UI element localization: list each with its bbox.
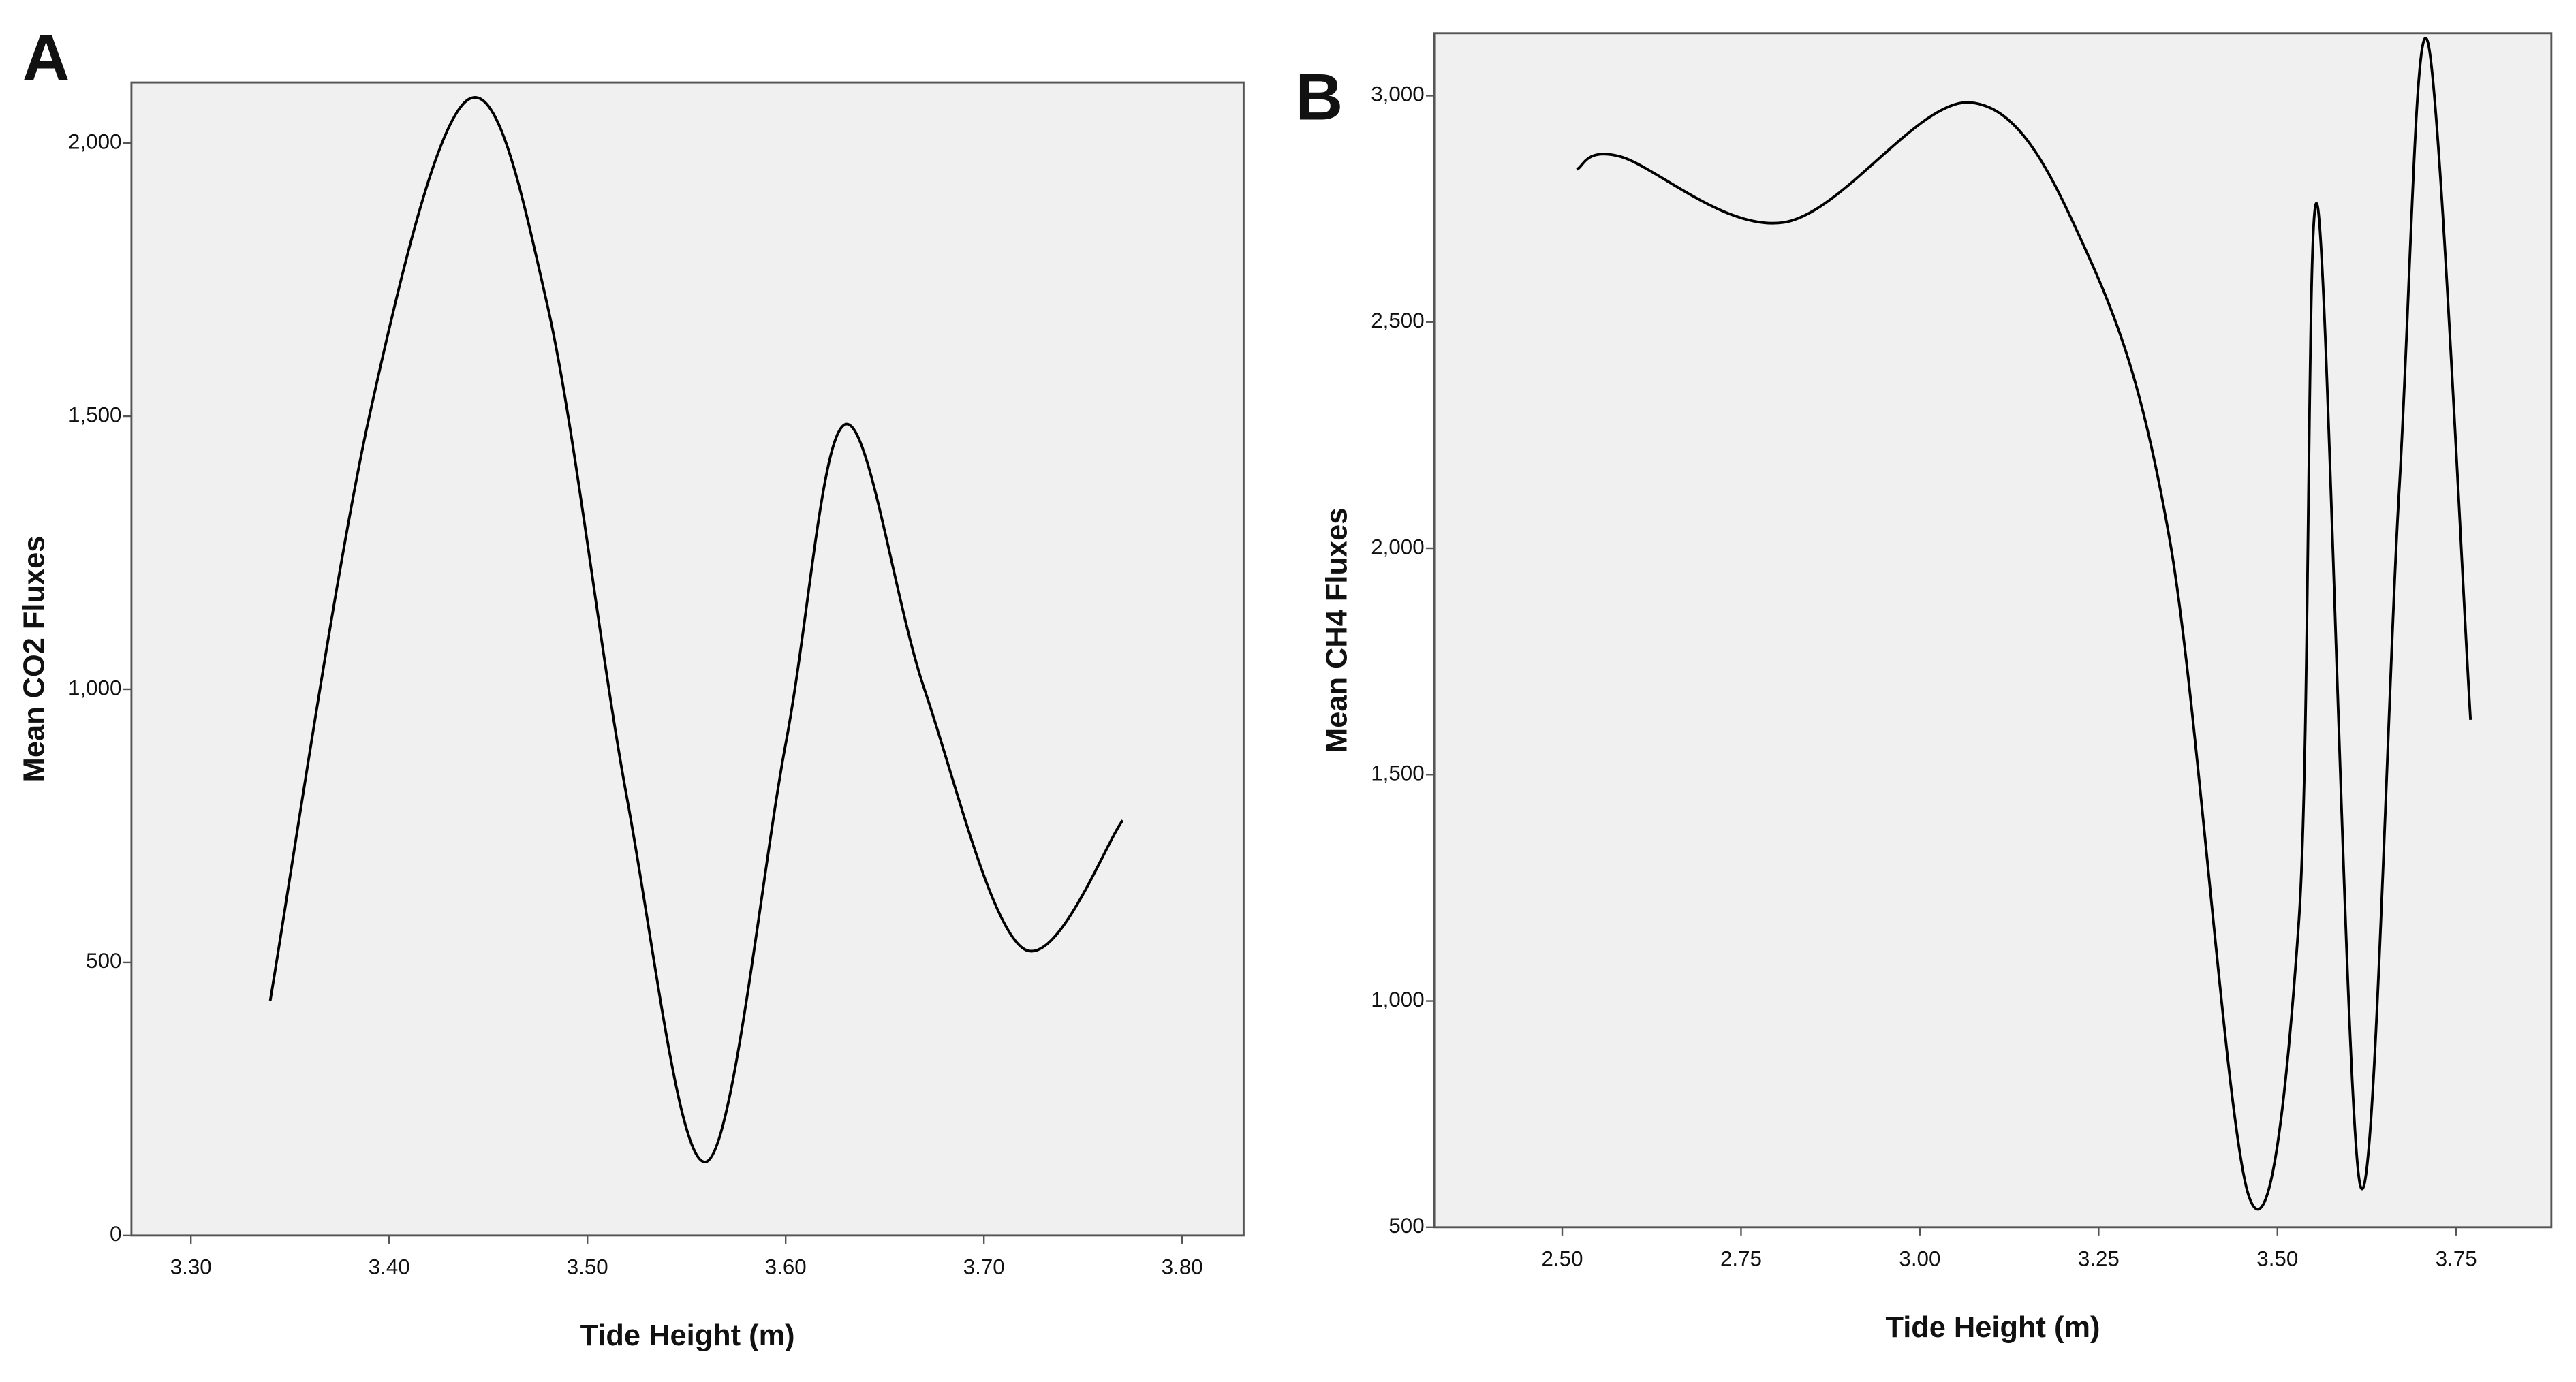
y-tick-label: 1,500	[68, 403, 121, 426]
x-tick-label: 3.25	[2078, 1246, 2120, 1270]
y-tick-label: 0	[110, 1222, 121, 1246]
y-tick-label: 1,000	[1371, 988, 1424, 1011]
y-tick-label: 500	[86, 949, 121, 973]
x-axis-title: Tide Height (m)	[580, 1319, 795, 1352]
y-tick-label: 2,000	[68, 129, 121, 153]
x-tick-label: 3.40	[369, 1255, 410, 1278]
y-tick-label: 3,000	[1371, 82, 1424, 106]
x-axis-title: Tide Height (m)	[1885, 1311, 2100, 1344]
x-tick-label: 3.50	[2256, 1246, 2298, 1270]
x-tick-label: 3.70	[963, 1255, 1005, 1278]
x-tick-label: 2.75	[1720, 1246, 1762, 1270]
panel-label: A	[22, 22, 70, 95]
y-tick-label: 500	[1388, 1214, 1424, 1238]
x-tick-label: 3.50	[567, 1255, 608, 1278]
plot-area	[130, 81, 1245, 1237]
y-axis-title: Mean CH4 Fluxes	[1321, 508, 1354, 753]
y-axis-title: Mean CO2 Fluxes	[18, 536, 51, 783]
x-tick-label: 3.75	[2436, 1246, 2477, 1270]
y-tick-label: 1,000	[68, 676, 121, 700]
y-tick-label: 2,000	[1371, 535, 1424, 559]
plot-area	[1433, 32, 2553, 1229]
x-tick-label: 3.00	[1899, 1246, 1940, 1270]
data-line	[1576, 37, 2472, 1211]
x-tick-label: 2.50	[1542, 1246, 1583, 1270]
y-tick-label: 2,500	[1371, 309, 1424, 332]
x-tick-label: 3.80	[1162, 1255, 1203, 1278]
panel-label: B	[1295, 61, 1343, 134]
y-tick-label: 1,500	[1371, 761, 1424, 785]
data-line	[268, 96, 1124, 1163]
x-tick-label: 3.30	[170, 1255, 212, 1278]
x-tick-label: 3.60	[765, 1255, 807, 1278]
